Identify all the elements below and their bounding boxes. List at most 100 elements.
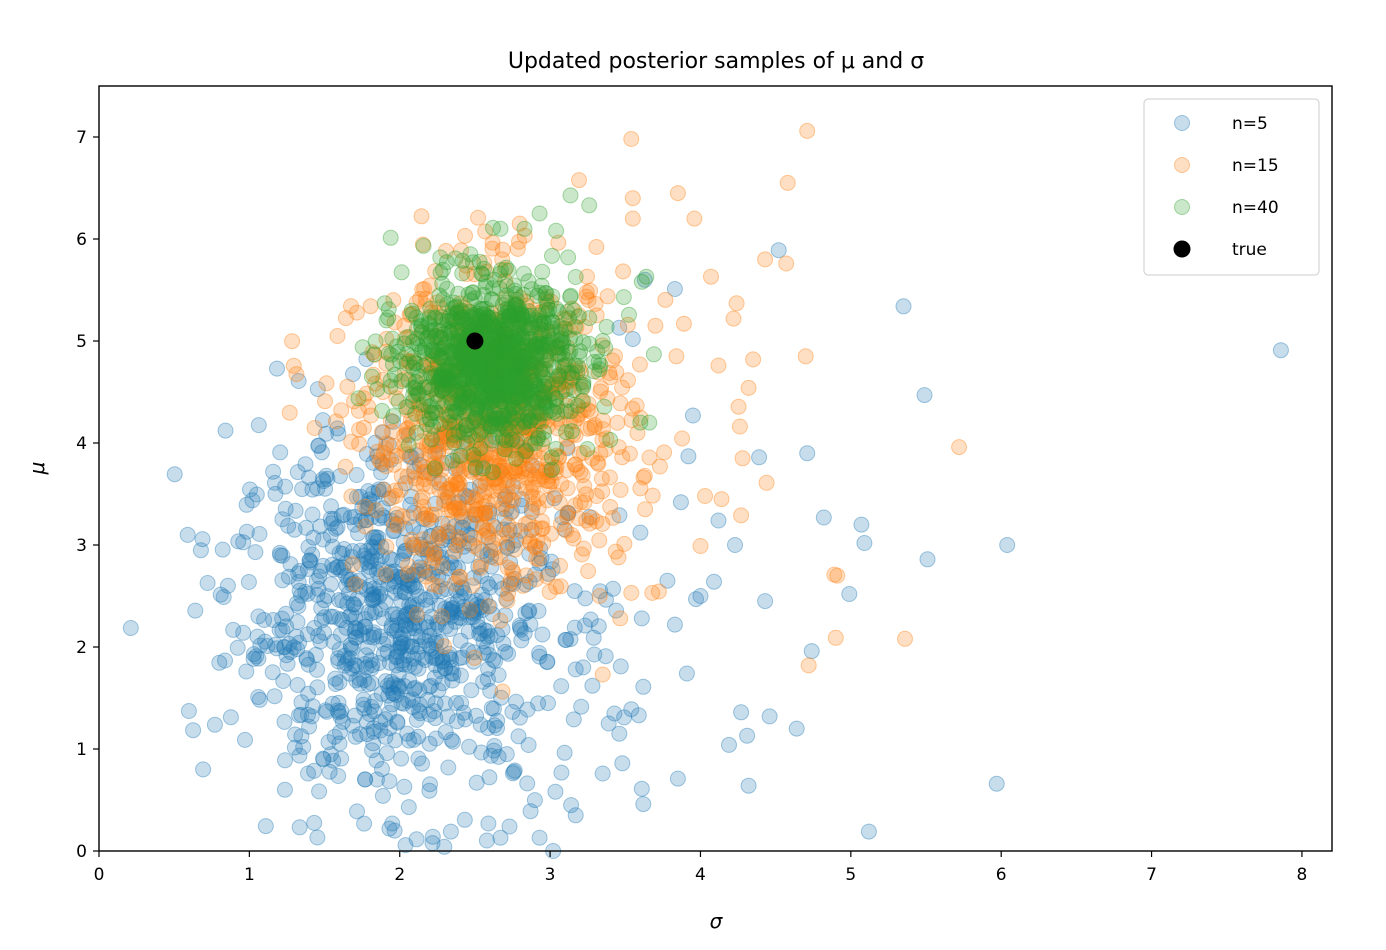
data-point: [400, 420, 417, 436]
data-point: [339, 651, 356, 667]
data-point: [496, 332, 513, 348]
data-point: [512, 290, 529, 306]
data-point: [710, 357, 727, 374]
data-point: [553, 339, 570, 356]
data-point: [621, 445, 638, 462]
data-point: [323, 576, 339, 593]
data-point: [393, 638, 410, 655]
data-point: [423, 405, 440, 422]
data-point: [472, 415, 489, 431]
data-point: [424, 342, 440, 359]
data-point: [367, 589, 384, 606]
data-point: [366, 529, 382, 546]
data-point: [579, 401, 596, 418]
data-point: [535, 388, 552, 404]
data-point: [566, 583, 583, 600]
data-point: [531, 335, 548, 352]
data-point: [523, 357, 540, 374]
data-point: [491, 280, 508, 297]
data-point: [630, 707, 647, 724]
data-point: [301, 552, 318, 569]
data-point: [406, 614, 423, 631]
data-point: [404, 567, 421, 584]
data-point: [570, 358, 586, 375]
data-point: [431, 342, 448, 358]
data-point: [438, 374, 455, 391]
data-point: [571, 348, 588, 365]
data-point: [293, 694, 310, 711]
data-point: [463, 594, 480, 610]
data-point: [456, 603, 473, 620]
data-point: [528, 346, 545, 363]
data-point: [414, 649, 431, 666]
data-point: [348, 629, 365, 646]
data-point: [633, 610, 650, 627]
data-point: [611, 725, 628, 742]
data-point: [452, 504, 469, 521]
data-point: [421, 678, 438, 695]
data-point: [829, 567, 846, 584]
data-point: [512, 619, 528, 636]
data-point: [388, 657, 405, 674]
data-point: [409, 609, 426, 626]
data-point: [541, 301, 558, 318]
data-point: [404, 536, 421, 553]
data-point: [428, 405, 445, 421]
data-point: [635, 678, 652, 695]
data-point: [853, 516, 870, 533]
data-point: [464, 497, 481, 514]
data-point: [446, 418, 463, 435]
data-point: [355, 390, 372, 407]
data-point: [251, 526, 268, 542]
data-point: [544, 561, 561, 578]
data-point: [431, 474, 448, 491]
data-point: [264, 664, 281, 681]
data-point: [278, 605, 294, 622]
data-point: [578, 288, 595, 305]
data-point: [416, 411, 433, 427]
data-point: [506, 356, 523, 372]
data-point: [512, 621, 529, 638]
data-point: [496, 343, 513, 360]
data-point: [454, 449, 471, 466]
data-point: [199, 575, 216, 591]
data-point: [526, 392, 543, 409]
data-point: [342, 637, 359, 654]
data-point: [463, 379, 480, 396]
data-point: [419, 597, 436, 614]
data-point: [361, 491, 378, 508]
data-point: [492, 395, 509, 411]
data-point: [529, 429, 546, 446]
data-point: [481, 504, 498, 521]
data-point: [433, 608, 450, 625]
data-point: [458, 257, 474, 274]
data-point: [565, 530, 582, 547]
data-point: [507, 463, 524, 480]
data-point: [502, 343, 518, 359]
data-point: [396, 656, 413, 673]
data-point: [511, 356, 528, 373]
data-point: [535, 369, 552, 386]
data-point: [387, 606, 404, 623]
data-point: [289, 677, 306, 693]
data-point: [555, 358, 572, 375]
data-point: [285, 357, 302, 374]
data-point: [509, 401, 526, 418]
data-point: [479, 355, 496, 372]
data-point: [419, 541, 436, 558]
data-point: [529, 412, 546, 429]
data-point: [481, 646, 497, 663]
data-point: [516, 343, 533, 360]
data-point: [550, 368, 567, 385]
data-point: [496, 312, 513, 329]
data-point: [472, 386, 489, 403]
data-point: [406, 620, 423, 637]
data-point: [434, 350, 451, 367]
data-point: [396, 608, 413, 625]
data-point: [412, 536, 429, 553]
data-point: [496, 350, 513, 367]
data-point: [415, 498, 432, 515]
data-point: [408, 581, 425, 598]
data-point: [378, 458, 394, 475]
data-point: [310, 437, 327, 454]
